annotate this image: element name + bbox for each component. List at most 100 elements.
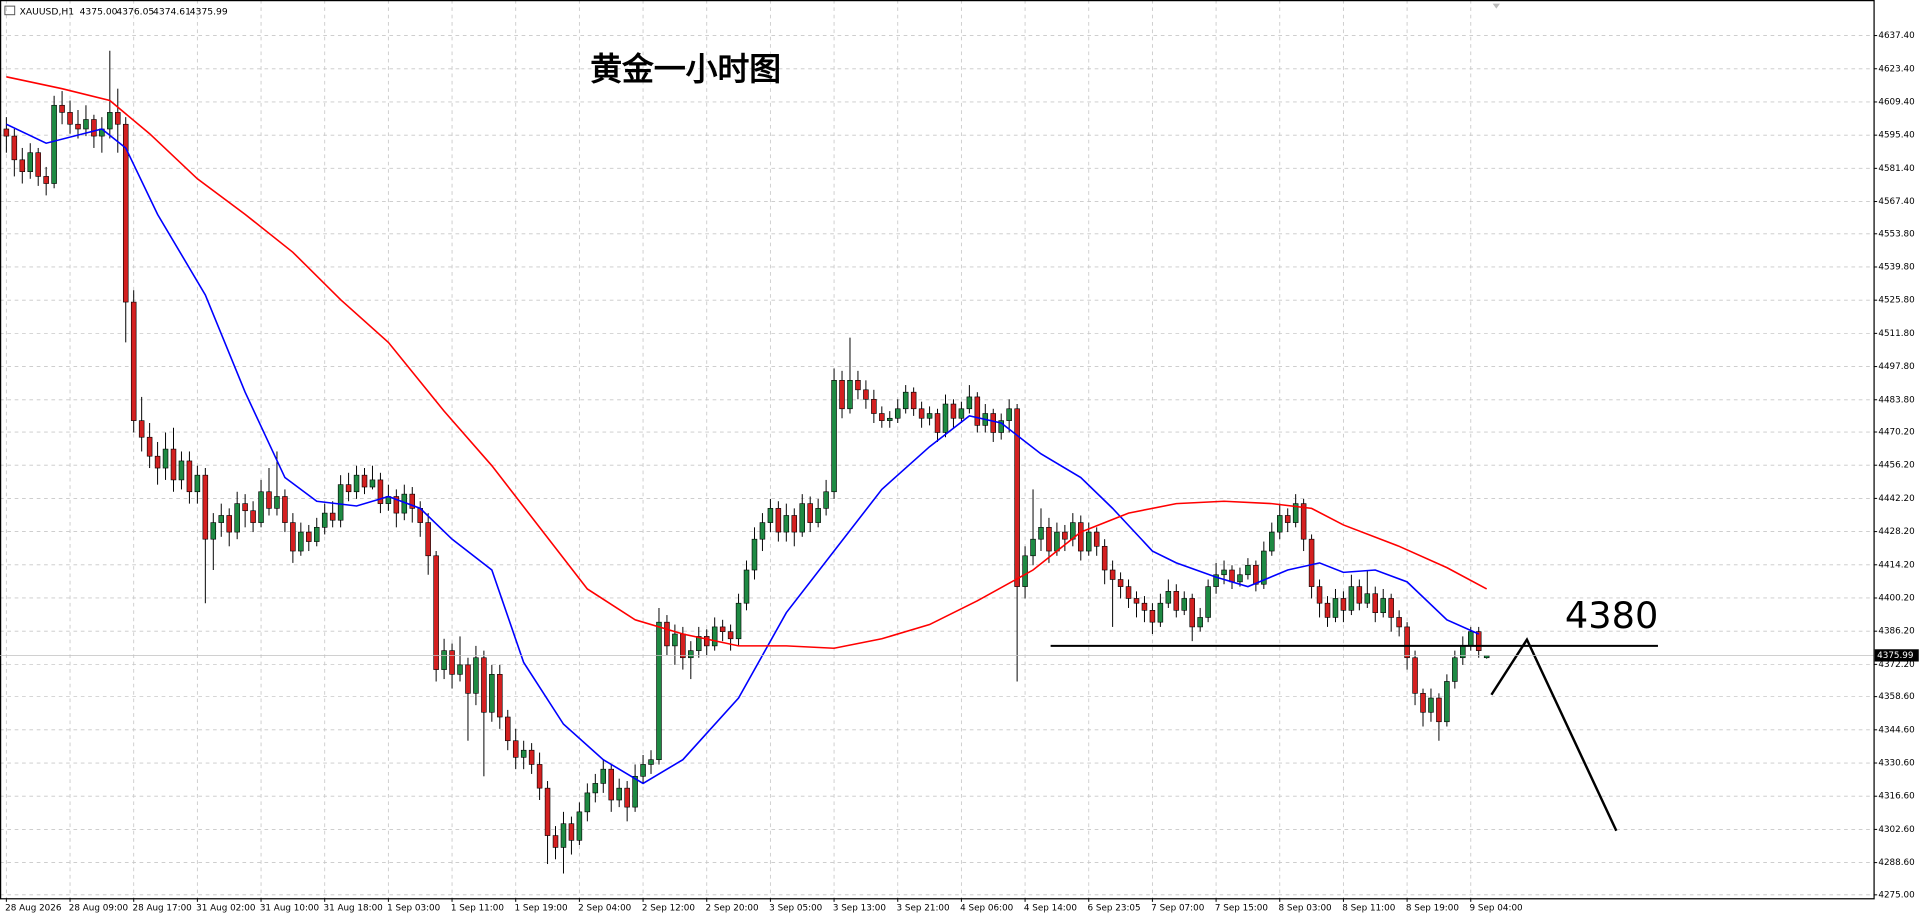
candle-body bbox=[1412, 657, 1418, 694]
level-label: 4380 bbox=[1565, 594, 1658, 637]
candle-body bbox=[1292, 503, 1299, 523]
candle-body bbox=[1372, 593, 1379, 613]
candle-body bbox=[512, 740, 519, 758]
candle-body bbox=[321, 512, 328, 528]
candle-body bbox=[1221, 569, 1227, 576]
y-tick-label: 4525.80 bbox=[1878, 296, 1915, 306]
candle-body bbox=[393, 496, 400, 514]
candle-body bbox=[202, 474, 209, 540]
y-tick-label: 4470.20 bbox=[1878, 428, 1915, 438]
candle-body bbox=[624, 787, 630, 808]
candle-body bbox=[958, 408, 965, 419]
candle-body bbox=[226, 515, 232, 533]
candle-body bbox=[719, 626, 726, 632]
candle-body bbox=[75, 123, 81, 130]
candle-body bbox=[743, 569, 750, 604]
candle-body bbox=[1269, 531, 1275, 552]
symbol-icon bbox=[4, 5, 16, 16]
x-tick-label: 9 Sep 04:00 bbox=[1470, 903, 1524, 913]
candle-body bbox=[1141, 602, 1148, 611]
y-tick-label: 4609.40 bbox=[1878, 97, 1915, 107]
candle-body bbox=[146, 436, 153, 457]
candle-body bbox=[1038, 527, 1044, 540]
candle-body bbox=[1062, 531, 1068, 540]
candle-body bbox=[1340, 598, 1347, 611]
arrow-annotation bbox=[1490, 637, 1618, 832]
candle-body bbox=[1380, 598, 1386, 613]
candle-body bbox=[727, 631, 734, 640]
y-tick-label: 4316.60 bbox=[1878, 792, 1915, 802]
y-tick-label: 4344.60 bbox=[1878, 725, 1915, 735]
x-tick-label: 28 Aug 17:00 bbox=[132, 903, 192, 913]
candle-body bbox=[91, 119, 97, 137]
candle-body bbox=[489, 674, 495, 713]
candle-body bbox=[154, 455, 161, 469]
candle-body bbox=[576, 811, 583, 841]
candle-body bbox=[1014, 408, 1020, 587]
candle-body bbox=[27, 152, 33, 172]
y-tick-label: 4372.20 bbox=[1878, 660, 1915, 670]
candle-body bbox=[425, 522, 431, 557]
candle-body bbox=[1229, 569, 1235, 583]
candle-body bbox=[767, 508, 774, 523]
candle-body bbox=[345, 484, 352, 493]
candle-body bbox=[473, 657, 479, 694]
candle-body bbox=[632, 775, 638, 808]
x-tick-label: 1 Sep 19:00 bbox=[514, 903, 568, 913]
candle-body bbox=[1308, 538, 1315, 587]
candle-body bbox=[1078, 522, 1084, 552]
x-tick-label: 31 Aug 10:00 bbox=[260, 903, 320, 913]
candle-body bbox=[266, 491, 272, 509]
candle-body bbox=[918, 408, 925, 419]
candle-body bbox=[210, 522, 217, 540]
x-tick-label: 2 Sep 20:00 bbox=[706, 903, 760, 913]
candle-body bbox=[871, 398, 877, 414]
candle-body bbox=[35, 152, 41, 177]
plot-frame bbox=[0, 0, 1875, 900]
candle-body bbox=[1109, 569, 1116, 580]
candle-body bbox=[552, 835, 559, 848]
candle-body bbox=[751, 538, 758, 571]
y-tick-label: 4330.60 bbox=[1878, 759, 1915, 769]
candle-body bbox=[879, 413, 885, 421]
y-tick-label: 4428.20 bbox=[1878, 527, 1915, 537]
candle-body bbox=[170, 448, 177, 481]
candle-body bbox=[138, 420, 145, 438]
quote-low: 4374.61 bbox=[153, 7, 191, 18]
x-tick-label: 6 Sep 23:05 bbox=[1088, 903, 1141, 913]
candle-body bbox=[290, 522, 296, 552]
candle-body bbox=[966, 396, 973, 410]
candle-body bbox=[1436, 697, 1442, 723]
candle-body bbox=[377, 479, 384, 504]
candle-body bbox=[130, 301, 137, 421]
candle-body bbox=[815, 508, 821, 523]
candle-body bbox=[544, 787, 551, 836]
candle-body bbox=[83, 119, 89, 130]
candle-body bbox=[855, 380, 861, 391]
candle-body bbox=[1348, 586, 1355, 611]
candle-body bbox=[1165, 591, 1172, 604]
candle-body bbox=[337, 484, 344, 521]
candle-body bbox=[887, 417, 893, 421]
candle-body bbox=[1276, 515, 1283, 533]
quote-high: 4376.05 bbox=[116, 7, 154, 18]
moving-average-line bbox=[6, 76, 1488, 650]
y-tick-label: 4567.40 bbox=[1878, 197, 1915, 207]
candle-body bbox=[369, 479, 376, 488]
x-tick-label: 7 Sep 07:00 bbox=[1151, 903, 1205, 913]
candle-body bbox=[950, 403, 957, 419]
candle-body bbox=[1468, 631, 1474, 647]
y-tick-label: 4456.20 bbox=[1878, 461, 1915, 471]
candle-body bbox=[409, 493, 416, 509]
candle-body bbox=[656, 621, 662, 761]
candle-body bbox=[1213, 574, 1219, 587]
symbol: XAUUSD,H1 bbox=[20, 7, 75, 18]
candle-body bbox=[711, 626, 718, 647]
candle-body bbox=[1420, 693, 1426, 713]
candle-body bbox=[839, 380, 845, 410]
quote-close: 4375.99 bbox=[190, 7, 228, 18]
candle-body bbox=[990, 413, 996, 433]
quote-open: 4375.00 bbox=[80, 7, 118, 18]
candle-body bbox=[1284, 515, 1291, 523]
